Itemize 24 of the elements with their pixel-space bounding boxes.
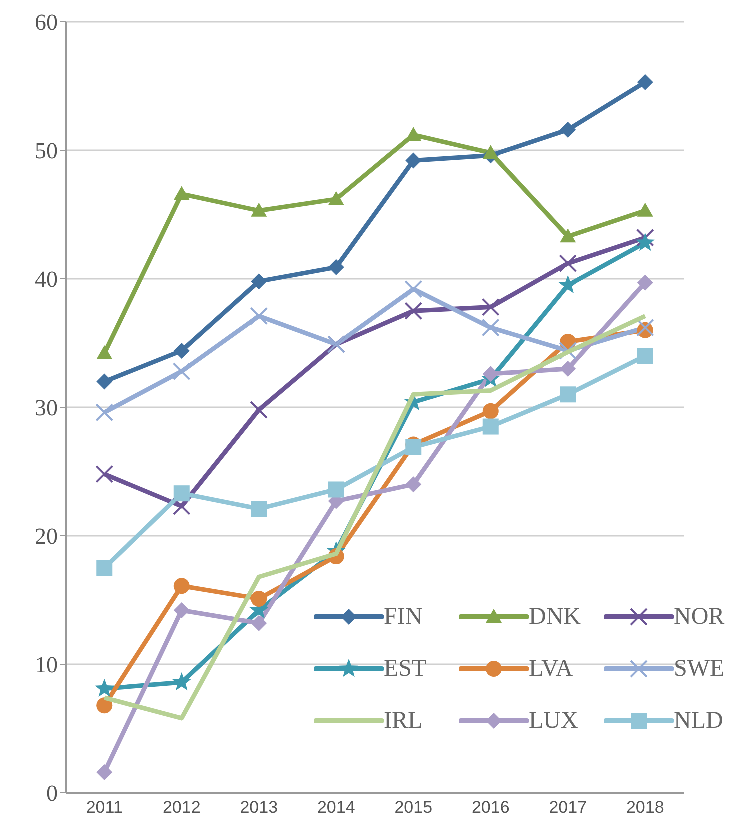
legend-label: NOR [674, 604, 725, 630]
x-tick-label: 2011 [86, 798, 123, 818]
y-tick-label: 20 [35, 524, 58, 550]
x-tick-label: 2013 [240, 798, 278, 818]
y-tick-label: 40 [35, 267, 58, 292]
legend-label: LUX [529, 708, 578, 734]
legend-label: IRL [384, 708, 423, 734]
x-tick-label: 2015 [394, 798, 433, 818]
x-tick-label: 2016 [472, 798, 510, 818]
y-tick-label: 10 [35, 652, 58, 678]
legend-label: NLD [674, 708, 724, 734]
legend-label: DNK [529, 604, 581, 630]
y-tick-label: 50 [35, 138, 58, 164]
x-tick-label: 2018 [626, 798, 664, 818]
y-tick-label: 30 [35, 396, 58, 421]
y-tick-label: 0 [46, 781, 58, 806]
x-tick-label: 2012 [162, 798, 201, 818]
x-tick-label: 2017 [549, 798, 588, 818]
legend-label: EST [384, 656, 427, 682]
legend-label: FIN [384, 604, 423, 630]
y-tick-label: 60 [35, 10, 58, 36]
x-tick-label: 2014 [317, 798, 356, 818]
legend-label: SWE [674, 656, 725, 682]
legend-label: LVA [529, 656, 574, 682]
